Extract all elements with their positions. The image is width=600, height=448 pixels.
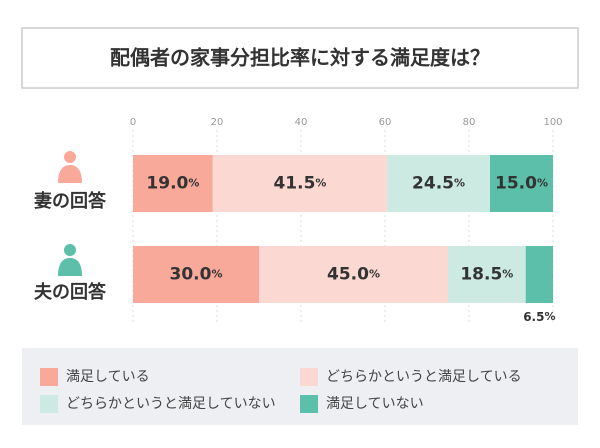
legend-swatch bbox=[40, 368, 58, 386]
value-label: 15.0% bbox=[495, 174, 548, 194]
title-box bbox=[21, 27, 579, 89]
category-label: 夫の回答 bbox=[34, 281, 107, 303]
value-label: 41.5% bbox=[273, 174, 326, 194]
bar-segment bbox=[133, 246, 259, 303]
legend-label: 満足している bbox=[66, 369, 150, 385]
x-tick-label: 80 bbox=[463, 117, 476, 128]
legend-swatch bbox=[300, 395, 318, 413]
value-label: 30.0% bbox=[170, 265, 223, 285]
x-tick-label: 20 bbox=[211, 117, 224, 128]
category-label: 妻の回答 bbox=[34, 190, 107, 212]
bar-segment bbox=[525, 246, 553, 303]
wife-icon bbox=[58, 151, 82, 183]
legend-label: どちらかというと満足していない bbox=[66, 396, 276, 412]
bar-segment bbox=[490, 155, 553, 212]
bar-segment bbox=[448, 246, 526, 303]
x-tick-label: 60 bbox=[379, 117, 392, 128]
legend-label: どちらかというと満足している bbox=[326, 369, 522, 385]
chart-title: 配偶者の家事分担比率に対する満足度は？ bbox=[110, 46, 490, 70]
value-label: 24.5% bbox=[412, 174, 465, 194]
value-label: 6.5% bbox=[523, 310, 555, 324]
bar-segment bbox=[259, 246, 448, 303]
x-tick-label: 40 bbox=[295, 117, 308, 128]
legend-swatch bbox=[300, 368, 318, 386]
value-label: 18.5% bbox=[460, 265, 513, 285]
bar-segment bbox=[387, 155, 490, 212]
value-label: 19.0% bbox=[146, 174, 199, 194]
value-label: 45.0% bbox=[327, 265, 380, 285]
bar-segment bbox=[212, 155, 388, 212]
bar-segment bbox=[133, 155, 213, 212]
husband-icon bbox=[58, 244, 82, 276]
legend-label: 満足していない bbox=[326, 396, 424, 412]
x-tick-label: 0 bbox=[130, 117, 136, 128]
x-tick-label: 100 bbox=[543, 117, 562, 128]
legend-swatch bbox=[40, 395, 58, 413]
legend-box bbox=[22, 348, 578, 425]
